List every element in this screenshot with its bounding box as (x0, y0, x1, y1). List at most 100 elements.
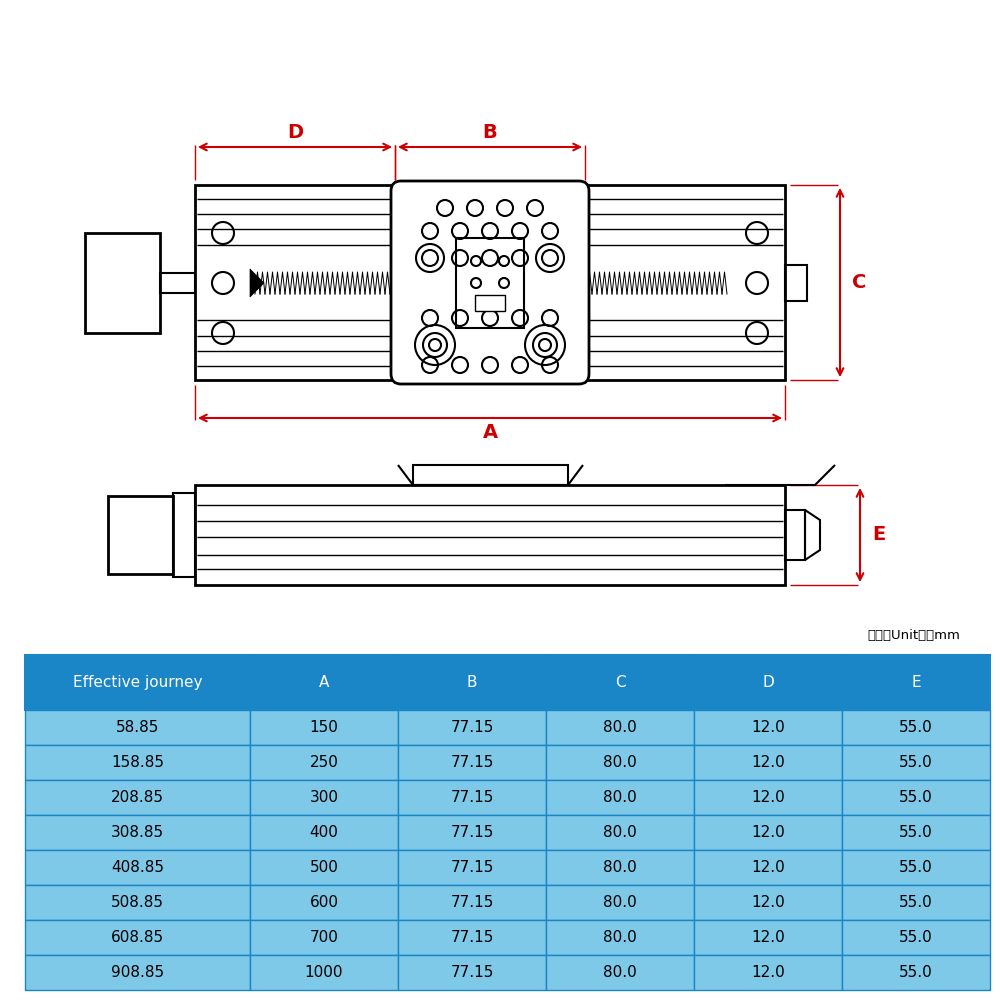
Text: 55.0: 55.0 (899, 825, 933, 840)
Bar (546, 885, 694, 920)
Text: 508.85: 508.85 (111, 895, 164, 910)
Bar (195, 485, 785, 585)
Text: 408.85: 408.85 (111, 860, 164, 875)
Text: 单位（Unit）：mm: 单位（Unit）：mm (867, 629, 960, 642)
Bar (25, 815, 250, 850)
Text: B: B (483, 123, 497, 142)
Bar (25, 885, 250, 920)
Text: E: E (872, 526, 885, 544)
Text: 80.0: 80.0 (603, 790, 637, 805)
Bar (842, 710, 990, 745)
Text: 77.15: 77.15 (450, 720, 494, 735)
Bar (398, 655, 546, 710)
Text: 300: 300 (310, 790, 338, 805)
Text: 12.0: 12.0 (751, 755, 785, 770)
Text: 80.0: 80.0 (603, 720, 637, 735)
Bar (398, 745, 546, 780)
Bar (842, 885, 990, 920)
Bar (546, 745, 694, 780)
Bar (546, 955, 694, 990)
Text: 80.0: 80.0 (603, 930, 637, 945)
Bar (842, 655, 990, 710)
Bar (398, 850, 546, 885)
Text: 55.0: 55.0 (899, 895, 933, 910)
Text: 500: 500 (310, 860, 338, 875)
Text: B: B (467, 675, 477, 690)
Bar (108, 496, 173, 574)
Bar (250, 710, 398, 745)
Text: 58.85: 58.85 (116, 720, 159, 735)
Text: 608.85: 608.85 (111, 930, 164, 945)
Bar (694, 920, 842, 955)
Text: 80.0: 80.0 (603, 755, 637, 770)
Text: 55.0: 55.0 (899, 790, 933, 805)
Text: C: C (615, 675, 625, 690)
Text: 77.15: 77.15 (450, 930, 494, 945)
Bar (250, 920, 398, 955)
Text: A: A (319, 675, 329, 690)
Text: 12.0: 12.0 (751, 895, 785, 910)
Bar (546, 920, 694, 955)
Bar (785, 510, 805, 560)
Bar (456, 238, 524, 328)
Bar (25, 710, 250, 745)
Text: 12.0: 12.0 (751, 930, 785, 945)
Bar (413, 465, 568, 485)
Polygon shape (250, 269, 264, 297)
Bar (250, 850, 398, 885)
Bar (546, 655, 694, 710)
Text: 55.0: 55.0 (899, 755, 933, 770)
Text: 908.85: 908.85 (111, 965, 164, 980)
Text: 80.0: 80.0 (603, 895, 637, 910)
Bar (25, 780, 250, 815)
Bar (398, 815, 546, 850)
Text: 77.15: 77.15 (450, 895, 494, 910)
Text: D: D (762, 675, 774, 690)
Text: 700: 700 (310, 930, 338, 945)
Text: 55.0: 55.0 (899, 860, 933, 875)
Text: E: E (911, 675, 921, 690)
Text: 77.15: 77.15 (450, 965, 494, 980)
Bar (842, 780, 990, 815)
Bar (694, 955, 842, 990)
Bar (398, 955, 546, 990)
Bar (546, 780, 694, 815)
Bar (842, 920, 990, 955)
Text: 158.85: 158.85 (111, 755, 164, 770)
Text: 208.85: 208.85 (111, 790, 164, 805)
Bar (546, 815, 694, 850)
Bar (250, 955, 398, 990)
Bar (25, 655, 250, 710)
Text: 80.0: 80.0 (603, 825, 637, 840)
Text: 55.0: 55.0 (899, 930, 933, 945)
Text: 250: 250 (310, 755, 338, 770)
Bar (785, 265, 807, 301)
Bar (250, 815, 398, 850)
Text: 12.0: 12.0 (751, 860, 785, 875)
Bar (842, 745, 990, 780)
Bar (25, 920, 250, 955)
Bar (694, 815, 842, 850)
Bar (160, 273, 195, 293)
Text: 12.0: 12.0 (751, 965, 785, 980)
Bar (25, 955, 250, 990)
Bar (250, 885, 398, 920)
Bar (842, 955, 990, 990)
Bar (842, 815, 990, 850)
FancyBboxPatch shape (391, 181, 589, 384)
Bar (85, 233, 160, 333)
Bar (398, 710, 546, 745)
Text: 600: 600 (310, 895, 338, 910)
Text: 308.85: 308.85 (111, 825, 164, 840)
Bar (398, 920, 546, 955)
Text: D: D (287, 123, 303, 142)
Bar (250, 780, 398, 815)
Bar (694, 655, 842, 710)
Bar (173, 493, 195, 577)
Text: 77.15: 77.15 (450, 790, 494, 805)
Bar (195, 185, 785, 380)
Text: 12.0: 12.0 (751, 790, 785, 805)
Bar (475, 295, 505, 311)
Text: A: A (482, 423, 498, 442)
Text: C: C (852, 273, 866, 292)
